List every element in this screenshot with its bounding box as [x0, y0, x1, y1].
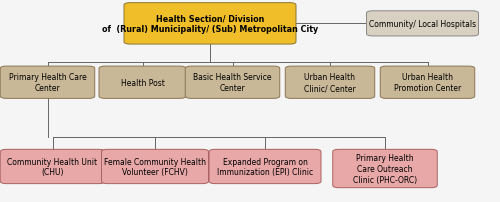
FancyBboxPatch shape	[380, 67, 475, 99]
Text: Community Health Unit
(CHU): Community Health Unit (CHU)	[8, 157, 98, 177]
FancyBboxPatch shape	[185, 67, 280, 99]
Text: Community/ Local Hospitals: Community/ Local Hospitals	[369, 20, 476, 29]
FancyBboxPatch shape	[124, 4, 296, 45]
FancyBboxPatch shape	[209, 149, 321, 184]
Text: Urban Health
Clinic/ Center: Urban Health Clinic/ Center	[304, 73, 356, 93]
FancyBboxPatch shape	[0, 149, 105, 184]
Text: Primary Health
Care Outreach
Clinic (PHC-ORC): Primary Health Care Outreach Clinic (PHC…	[353, 154, 417, 184]
Text: Female Community Health
Volunteer (FCHV): Female Community Health Volunteer (FCHV)	[104, 157, 206, 177]
Text: Primary Health Care
Center: Primary Health Care Center	[8, 73, 86, 93]
FancyBboxPatch shape	[333, 149, 437, 188]
FancyBboxPatch shape	[102, 149, 208, 184]
Text: Basic Health Service
Center: Basic Health Service Center	[193, 73, 272, 93]
FancyBboxPatch shape	[99, 67, 186, 99]
Text: Health Post: Health Post	[120, 78, 164, 87]
FancyBboxPatch shape	[366, 12, 478, 37]
FancyBboxPatch shape	[0, 67, 95, 99]
Text: Expanded Program on
Immunization (EPI) Clinic: Expanded Program on Immunization (EPI) C…	[217, 157, 313, 177]
Text: Health Section/ Division
of  (Rural) Municipality/ (Sub) Metropolitan City: Health Section/ Division of (Rural) Muni…	[102, 14, 318, 34]
Text: Urban Health
Promotion Center: Urban Health Promotion Center	[394, 73, 461, 93]
FancyBboxPatch shape	[285, 67, 375, 99]
